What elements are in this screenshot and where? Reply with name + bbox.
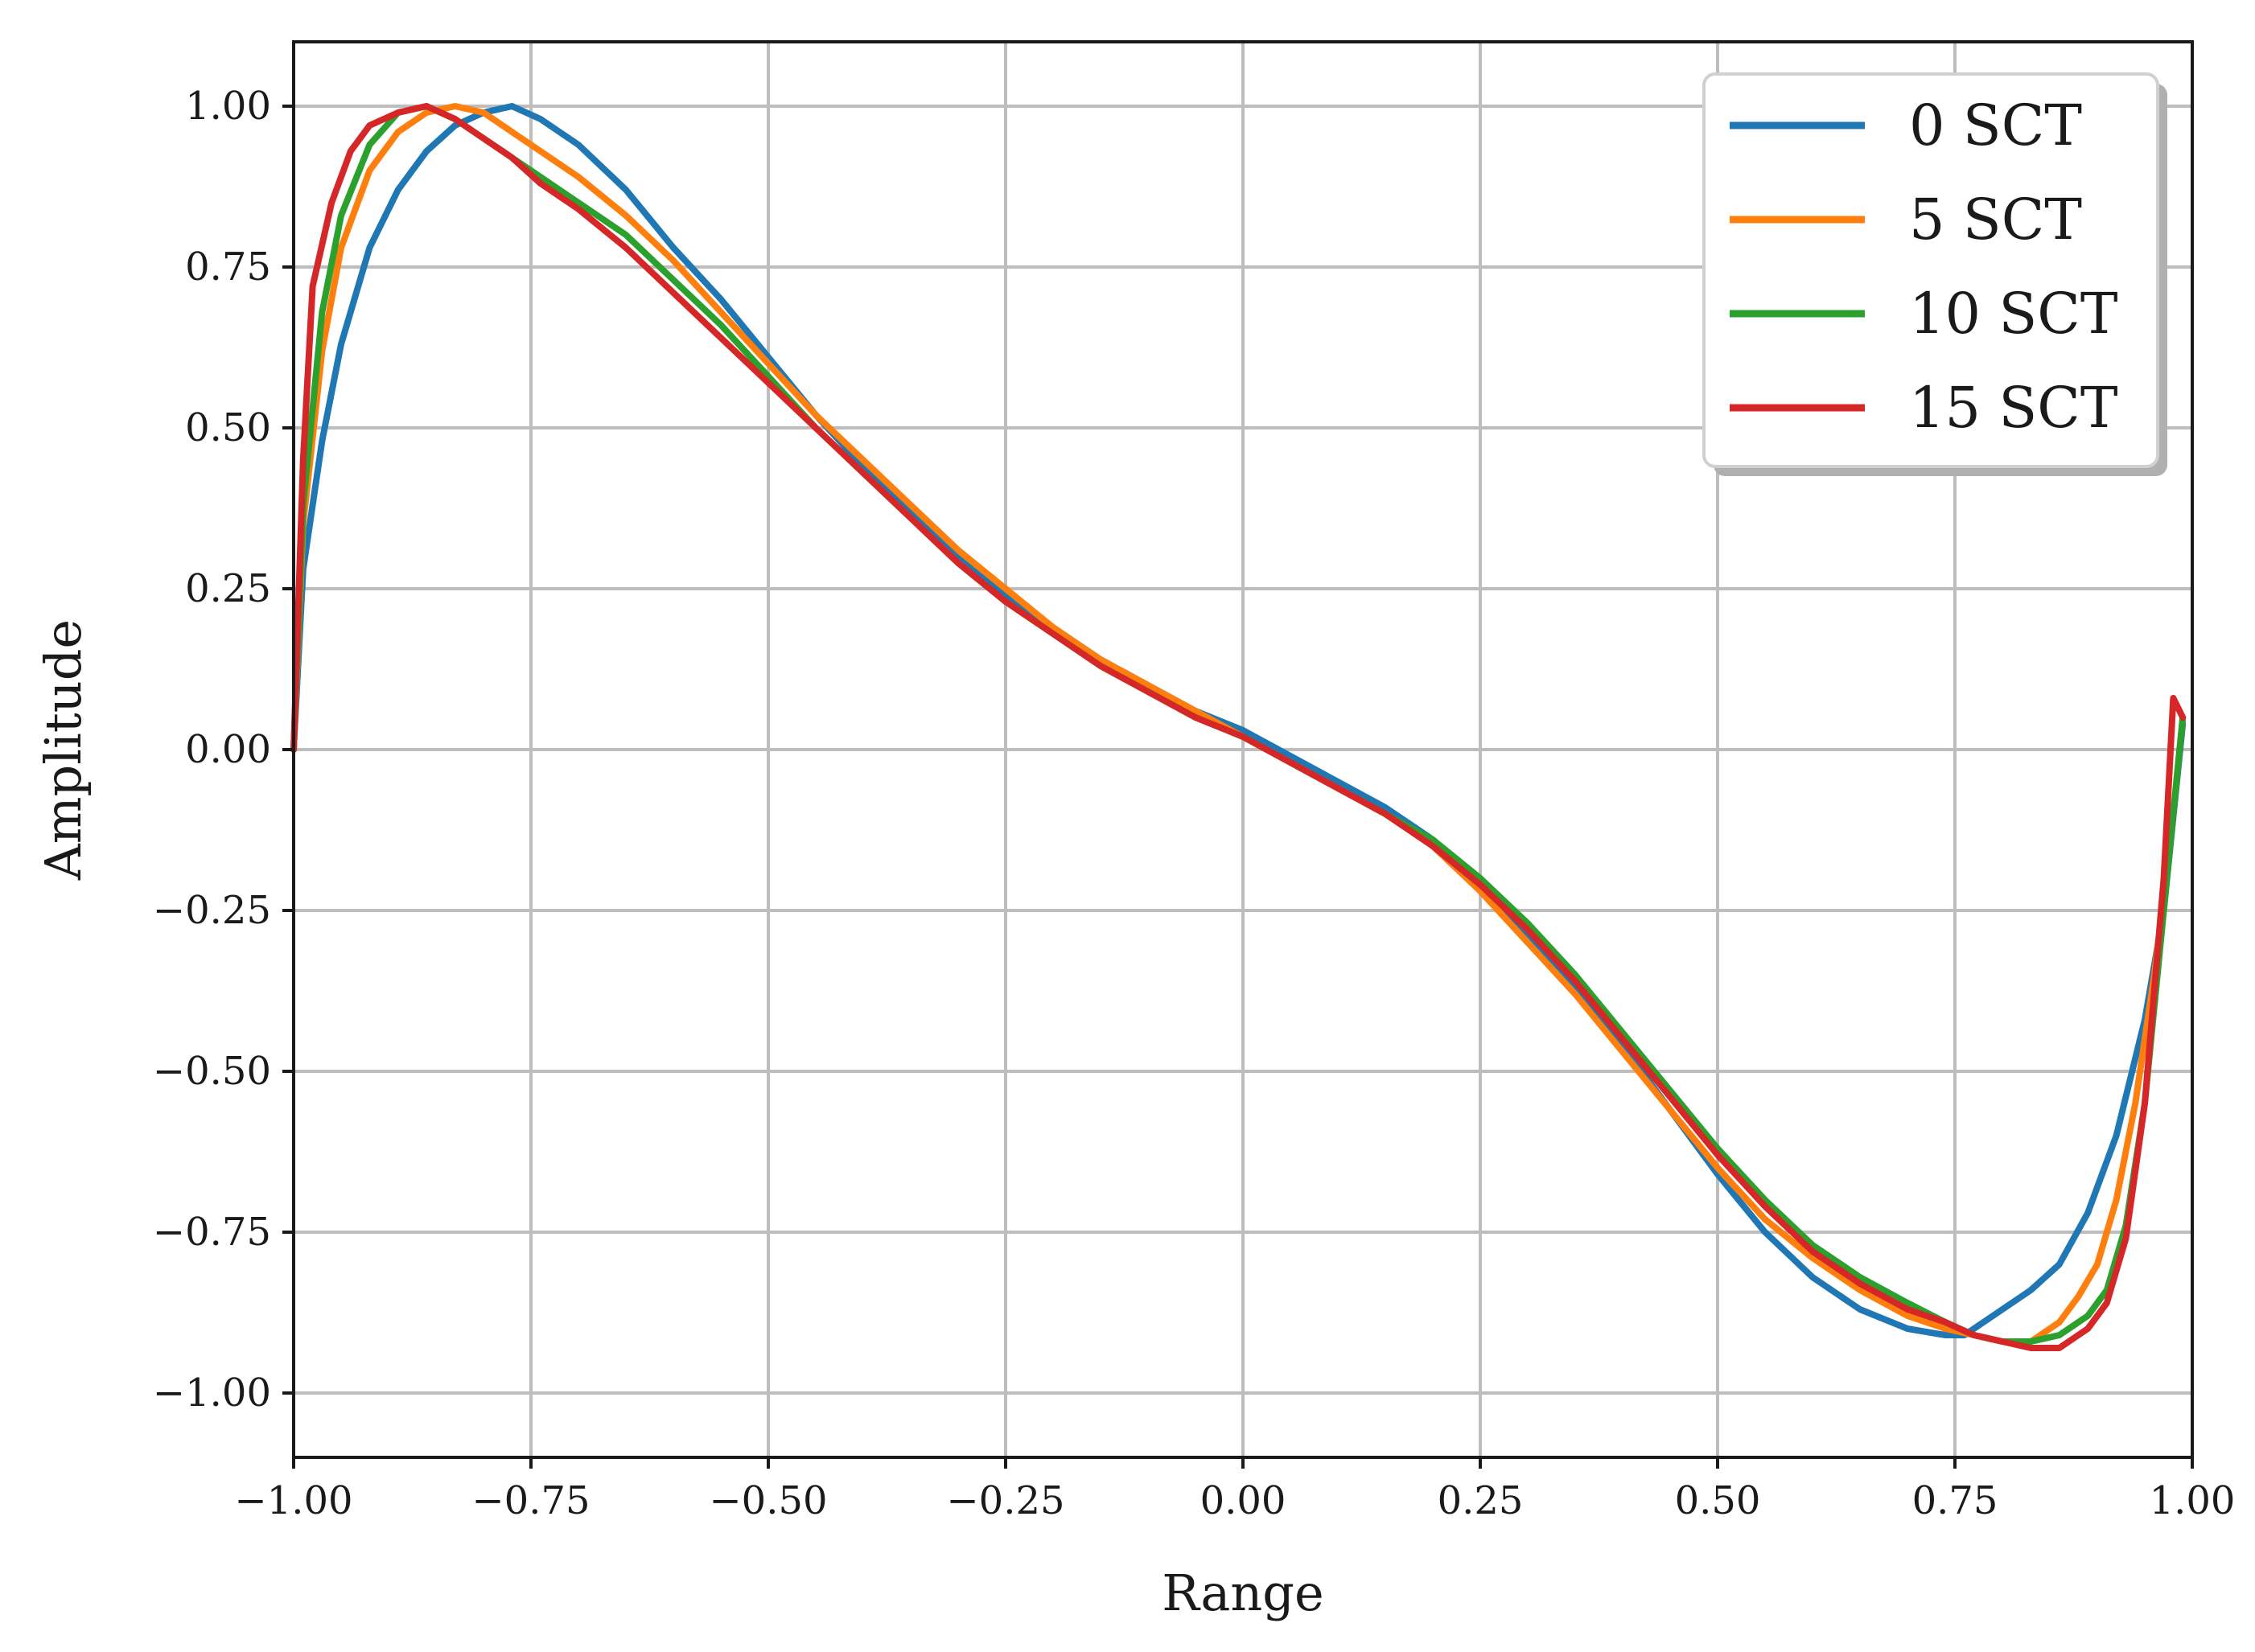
series-line-15-sct [290, 103, 2187, 1351]
x-axis-title: Range [1162, 1564, 1323, 1622]
y-axis-title: Amplitude [34, 619, 93, 881]
x-tick-label: −0.50 [709, 1478, 827, 1523]
y-tick-label: 0.75 [185, 245, 271, 290]
x-tick-label: 0.50 [1675, 1478, 1761, 1523]
axis-ticks: −1.00 −0.75 −0.50 −0.25 0.00 0.25 0.50 0.75 1.00… [153, 84, 2236, 1523]
y-tick-label: 1.00 [185, 84, 271, 129]
y-tick-label: −0.75 [153, 1210, 271, 1255]
x-tick-label: 0.25 [1438, 1478, 1524, 1523]
series-line-0-sct [290, 103, 2187, 1338]
x-tick-label: 1.00 [2150, 1478, 2236, 1523]
y-tick-label: −0.25 [153, 888, 271, 933]
y-tick-label: 0.00 [185, 727, 271, 772]
legend-label: 15 SCT [1909, 375, 2118, 441]
x-tick-label: 0.75 [1912, 1478, 1998, 1523]
series-group [290, 103, 2187, 1351]
legend: 0 SCT 5 SCT 10 SCT 15 SCT [1702, 72, 2167, 476]
y-tick-label: 0.50 [185, 405, 271, 450]
x-tick-label: −0.25 [946, 1478, 1064, 1523]
x-tick-label: −1.00 [234, 1478, 352, 1523]
y-tick-label: 0.25 [185, 566, 271, 611]
legend-label: 5 SCT [1909, 187, 2082, 253]
grid [292, 42, 2194, 1457]
x-tick-label: 0.00 [1200, 1478, 1286, 1523]
legend-label: 10 SCT [1909, 281, 2118, 347]
y-tick-label: −0.50 [153, 1049, 271, 1094]
y-tick-label: −1.00 [153, 1371, 271, 1416]
x-tick-label: −0.75 [471, 1478, 590, 1523]
legend-label: 0 SCT [1909, 92, 2082, 158]
legend-box [1702, 72, 2159, 468]
